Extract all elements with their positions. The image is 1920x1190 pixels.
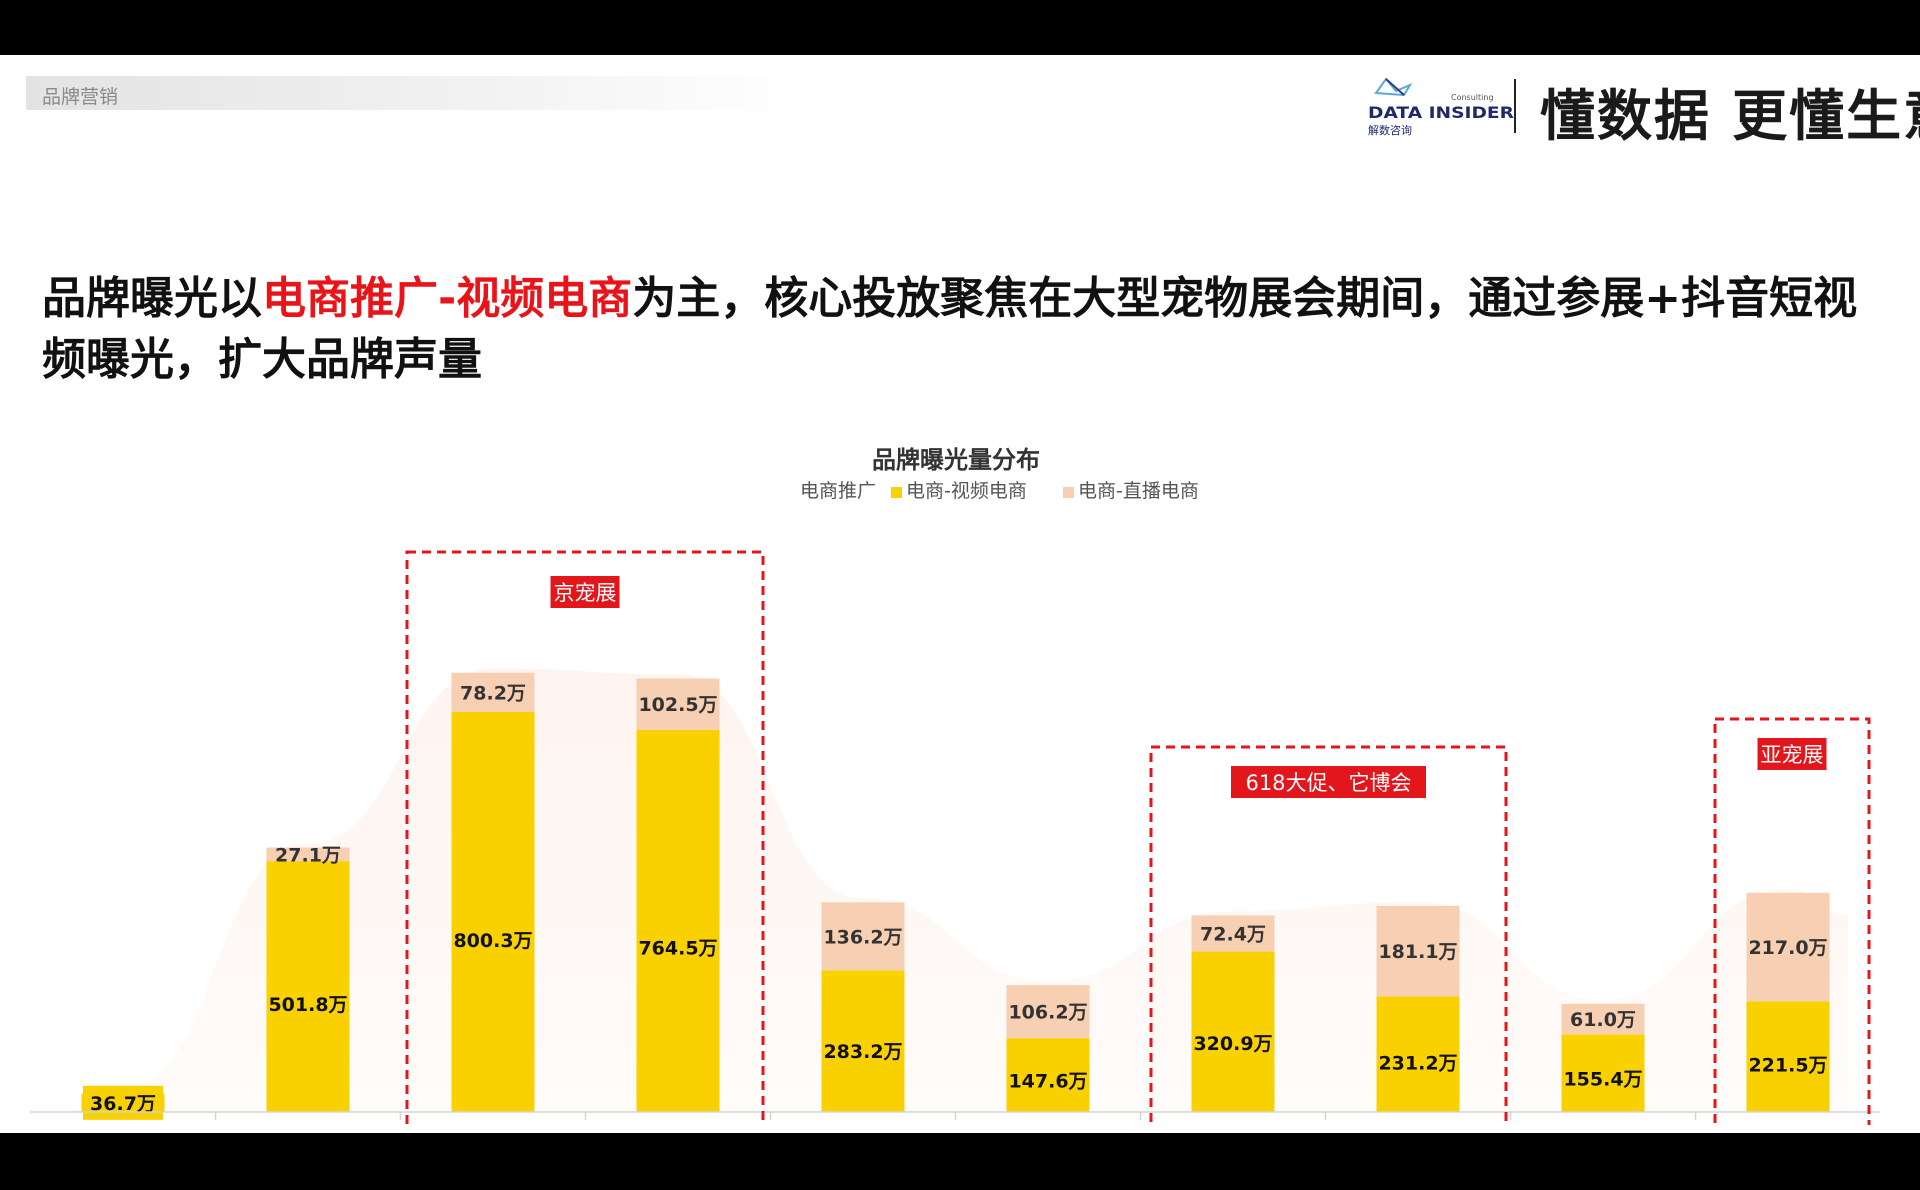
value-label-bg — [268, 987, 348, 1022]
section-bar: 品牌营销 — [26, 76, 806, 110]
data-insider-logo: Consulting DATA INSIDER 解数咨询 — [1368, 77, 1514, 137]
value-label-video: 800.3万 — [453, 930, 532, 952]
section-label: 品牌营销 — [42, 86, 119, 108]
value-label-bg — [638, 930, 718, 965]
annotation-label-bg — [1757, 738, 1827, 770]
bar-live — [1746, 892, 1830, 1002]
bar-live — [1376, 905, 1460, 997]
value-label-video: 231.2万 — [1378, 1052, 1457, 1074]
headline: 品牌曝光以电商推广-视频电商为主，核心投放聚焦在大型宠物展会期间，通过参展+抖音… — [42, 268, 1892, 390]
value-label-bg — [1193, 1026, 1273, 1061]
annotation-label-bg — [1231, 766, 1426, 798]
legend-swatch — [1063, 487, 1074, 498]
value-label-video: 320.9万 — [1193, 1033, 1272, 1055]
value-label-video: 501.8万 — [268, 994, 347, 1016]
value-label-video: 764.5万 — [638, 938, 717, 960]
value-label-bg — [1748, 1047, 1828, 1082]
headline-part2: 为主，核心投放聚焦在大型宠物展会期间，通过参展+抖音短视频曝光，扩大品牌声量 — [42, 273, 1858, 385]
value-label-video: 283.2万 — [823, 1041, 902, 1063]
headline-part1: 品牌曝光以 — [42, 273, 262, 324]
annotation-label: 618大促、它博会 — [1245, 771, 1411, 795]
value-label-video: 147.6万 — [1008, 1070, 1087, 1092]
logo-small-text: Consulting — [1451, 93, 1494, 102]
value-label-bg — [1563, 1061, 1643, 1096]
value-label-live: 27.1万 — [275, 844, 341, 866]
bar-video — [636, 729, 720, 1112]
brand-divider — [1514, 79, 1516, 133]
value-label-bg — [453, 922, 533, 957]
value-label-video: 221.5万 — [1748, 1054, 1827, 1076]
legend-item: 电商-视频电商 — [906, 480, 1027, 502]
annotation-label-bg — [550, 576, 620, 608]
bar-live — [636, 678, 720, 730]
logo-text: DATA INSIDER — [1368, 103, 1514, 122]
annotations: 京宠展 618大促、它博会 亚宠展 — [405, 550, 1871, 1125]
logo-subtext: 解数咨询 — [1368, 123, 1412, 137]
value-label-live: 217.0万 — [1748, 937, 1827, 959]
x-axis: 2024年11月2024年12月2025年1月2025年2月2025年3月202… — [30, 1111, 1880, 1120]
bar-live — [1561, 1003, 1645, 1035]
value-label-video: 155.4万 — [1563, 1069, 1642, 1091]
chart-title: 品牌曝光量分布 — [872, 446, 1040, 474]
slogan: 懂数据 更懂生意 — [1540, 84, 1920, 148]
bars: 36.7万 501.8万 27.1万 800.3万 78.2万 764.5万 102.5万 2… — [81, 672, 1830, 1120]
value-label-live: 106.2万 — [1008, 1002, 1087, 1024]
annotation-label: 亚宠展 — [1761, 743, 1824, 767]
value-label-live: 61.0万 — [1570, 1009, 1636, 1031]
value-label-video: 36.7万 — [90, 1093, 156, 1115]
bar-live — [821, 902, 905, 971]
slide: 品牌营销 Consulting DATA INSIDER 解数咨询 懂数据 更懂… — [0, 55, 1920, 1133]
value-label-bg — [83, 1085, 163, 1120]
exposure-chart: 品牌曝光量分布 电商推广 电商-视频电商 电商-直播电商 36.7万 501.8万 27… — [30, 446, 1880, 1125]
headline-highlight: 电商推广-视频电商 — [262, 273, 633, 324]
bar-live — [451, 672, 535, 712]
bar-video — [266, 861, 350, 1112]
legend-swatch — [891, 487, 902, 498]
value-label-bg — [1378, 1045, 1458, 1080]
annotation-label: 京宠展 — [554, 581, 617, 605]
value-label-live: 136.2万 — [823, 926, 902, 948]
legend-item: 电商-直播电商 — [1078, 480, 1199, 502]
legend-item: 电商推广 — [800, 480, 876, 502]
logo-mark-icon — [1374, 77, 1413, 97]
bar-video — [451, 711, 535, 1112]
value-label-live: 102.5万 — [638, 694, 717, 716]
annotation-box — [1149, 745, 1508, 1125]
value-label-bg — [1008, 1063, 1088, 1098]
bar-live — [1191, 915, 1275, 952]
annotation-box — [1713, 717, 1871, 1125]
bar-live — [266, 847, 350, 862]
bar-live — [1006, 985, 1090, 1039]
value-label-live: 78.2万 — [460, 682, 526, 704]
value-label-live: 181.1万 — [1378, 941, 1457, 963]
value-label-live: 72.4万 — [1200, 923, 1266, 945]
chart-legend: 电商推广 电商-视频电商 电商-直播电商 — [800, 480, 1199, 502]
value-label-bg — [823, 1034, 903, 1069]
